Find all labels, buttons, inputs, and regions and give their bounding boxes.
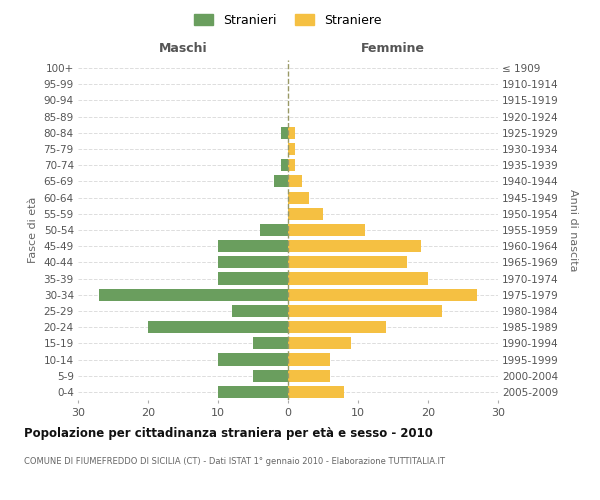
Bar [274, 176, 288, 188]
Legend: Stranieri, Straniere: Stranieri, Straniere [190, 8, 386, 32]
Bar [288, 224, 365, 236]
Bar [288, 288, 477, 301]
Text: COMUNE DI FIUMEFREDDO DI SICILIA (CT) - Dati ISTAT 1° gennaio 2010 - Elaborazion: COMUNE DI FIUMEFREDDO DI SICILIA (CT) - … [24, 458, 445, 466]
Bar [288, 370, 330, 382]
Bar [288, 321, 386, 333]
Bar [232, 305, 288, 317]
Y-axis label: Anni di nascita: Anni di nascita [568, 188, 578, 271]
Bar [288, 240, 421, 252]
Bar [288, 354, 330, 366]
Bar [288, 305, 442, 317]
Text: Maschi: Maschi [158, 42, 208, 55]
Bar [288, 386, 344, 398]
Text: Femmine: Femmine [361, 42, 425, 55]
Bar [281, 127, 288, 139]
Bar [253, 370, 288, 382]
Text: Popolazione per cittadinanza straniera per età e sesso - 2010: Popolazione per cittadinanza straniera p… [24, 428, 433, 440]
Bar [253, 338, 288, 349]
Bar [99, 288, 288, 301]
Bar [288, 127, 295, 139]
Bar [288, 143, 295, 155]
Bar [281, 159, 288, 172]
Y-axis label: Fasce di età: Fasce di età [28, 197, 38, 263]
Bar [288, 256, 407, 268]
Bar [288, 208, 323, 220]
Bar [288, 338, 351, 349]
Bar [218, 354, 288, 366]
Bar [218, 272, 288, 284]
Bar [148, 321, 288, 333]
Bar [288, 192, 309, 203]
Bar [218, 386, 288, 398]
Bar [260, 224, 288, 236]
Bar [288, 176, 302, 188]
Bar [288, 159, 295, 172]
Bar [288, 272, 428, 284]
Bar [218, 256, 288, 268]
Bar [218, 240, 288, 252]
